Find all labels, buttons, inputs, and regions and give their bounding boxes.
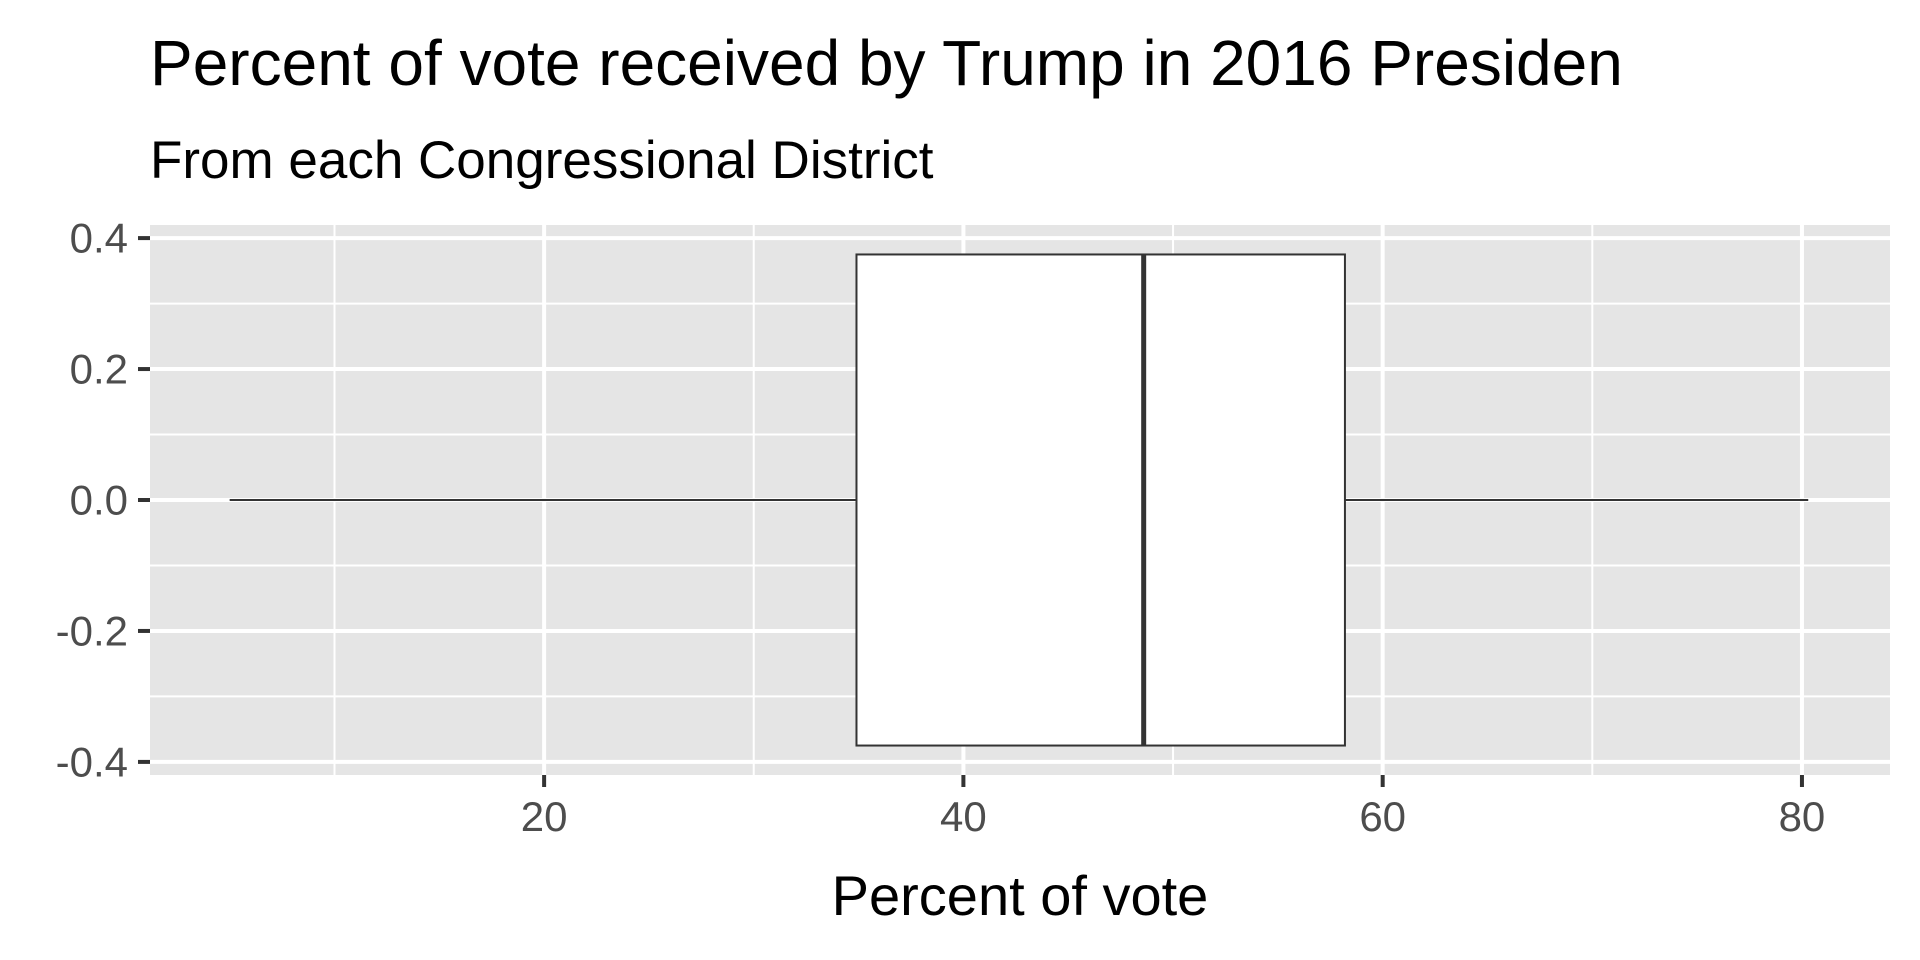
x-tick-label-0: 20	[521, 793, 568, 840]
y-tick-label-1: 0.2	[70, 346, 128, 393]
x-tick-label-3: 80	[1779, 793, 1826, 840]
x-axis-title: Percent of vote	[832, 864, 1209, 927]
chart-subtitle: From each Congressional District	[150, 131, 934, 190]
axes: 0.4 0.2 0.0 -0.2 -0.4 20 40 60 80	[56, 215, 1826, 840]
y-tick-label-4: -0.4	[56, 738, 128, 785]
chart-title: Percent of vote received by Trump in 201…	[150, 27, 1623, 99]
y-tick-label-0: 0.4	[70, 215, 128, 262]
x-tick-label-2: 60	[1359, 793, 1406, 840]
x-tick-label-1: 40	[940, 793, 987, 840]
y-tick-label-3: -0.2	[56, 607, 128, 654]
box-iqr	[855, 253, 1346, 747]
y-tick-label-2: 0.0	[70, 477, 128, 524]
boxplot	[229, 253, 1809, 747]
